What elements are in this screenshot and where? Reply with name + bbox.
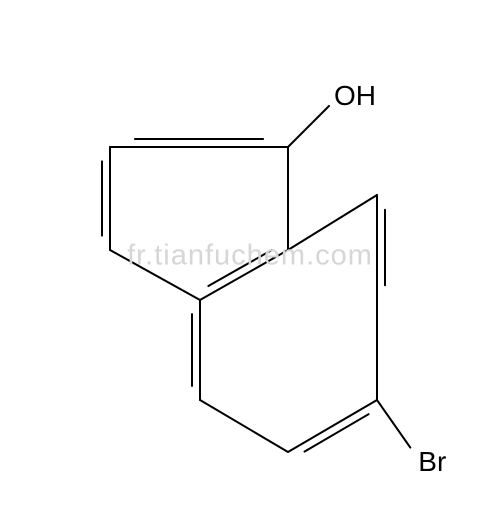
chemical-structure-diagram: OH Br fr.tianfuchem.com xyxy=(0,0,500,500)
watermark-text: fr.tianfuchem.com xyxy=(127,240,373,273)
atom-label: OH xyxy=(334,80,376,112)
atom-label: Br xyxy=(418,446,446,478)
